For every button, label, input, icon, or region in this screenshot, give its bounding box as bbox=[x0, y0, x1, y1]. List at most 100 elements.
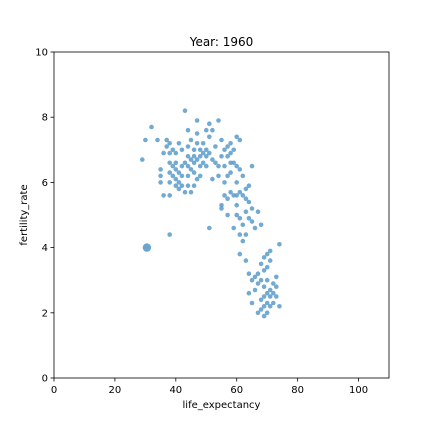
data-point bbox=[140, 157, 145, 162]
data-point bbox=[243, 209, 249, 214]
data-point bbox=[246, 290, 252, 296]
data-point bbox=[179, 147, 185, 153]
data-point bbox=[267, 294, 273, 299]
data-point bbox=[240, 238, 246, 244]
y-axis-ticks: 0 2 4 6 8 10 bbox=[35, 48, 54, 385]
data-point bbox=[267, 258, 273, 263]
data-point bbox=[204, 127, 209, 133]
points-layer bbox=[140, 108, 282, 319]
data-point bbox=[176, 180, 182, 185]
data-point bbox=[191, 160, 197, 166]
data-point bbox=[222, 180, 227, 185]
data-point bbox=[194, 141, 200, 146]
data-point bbox=[167, 160, 172, 166]
data-point bbox=[234, 163, 239, 169]
y-tick-label: 4 bbox=[42, 243, 48, 254]
data-point bbox=[258, 297, 264, 303]
data-point bbox=[158, 173, 163, 179]
data-point bbox=[234, 212, 239, 218]
data-point bbox=[210, 157, 215, 162]
data-point bbox=[191, 170, 197, 175]
data-point bbox=[194, 176, 200, 182]
data-point bbox=[228, 150, 233, 156]
data-point bbox=[210, 176, 215, 182]
data-point bbox=[200, 141, 206, 146]
data-point bbox=[170, 163, 176, 169]
data-point bbox=[231, 147, 236, 153]
data-point bbox=[197, 173, 203, 179]
data-point bbox=[173, 183, 179, 188]
data-point bbox=[237, 189, 243, 195]
highlighted-data-point bbox=[142, 243, 152, 252]
data-point bbox=[240, 173, 246, 179]
data-point bbox=[197, 163, 203, 169]
data-point bbox=[185, 127, 191, 133]
data-point bbox=[258, 261, 264, 267]
data-point bbox=[225, 154, 230, 159]
data-point bbox=[207, 225, 212, 231]
data-point bbox=[246, 199, 252, 205]
data-point bbox=[158, 167, 163, 172]
data-point bbox=[243, 232, 249, 237]
data-point bbox=[219, 206, 224, 211]
data-point bbox=[219, 137, 224, 143]
data-point bbox=[219, 202, 224, 208]
data-point bbox=[274, 294, 279, 299]
data-point bbox=[219, 154, 224, 159]
data-point bbox=[188, 189, 194, 195]
x-tick-label: 60 bbox=[230, 385, 243, 396]
data-point bbox=[182, 160, 188, 166]
x-axis-label: life_expectancy bbox=[183, 400, 261, 411]
data-point bbox=[249, 219, 255, 224]
data-point bbox=[185, 154, 191, 159]
data-point bbox=[237, 137, 243, 143]
data-point bbox=[164, 137, 169, 143]
data-point bbox=[197, 147, 203, 153]
chart-title: Year: 1960 bbox=[189, 35, 254, 49]
data-point bbox=[243, 196, 249, 201]
data-point bbox=[185, 173, 191, 179]
data-point bbox=[261, 255, 267, 260]
data-point bbox=[261, 268, 267, 273]
x-axis-ticks: 0 20 40 60 80 100 bbox=[51, 378, 368, 396]
y-tick-label: 8 bbox=[42, 113, 48, 124]
data-point bbox=[234, 193, 239, 198]
data-point bbox=[207, 150, 212, 156]
data-point bbox=[264, 251, 270, 257]
data-point bbox=[240, 193, 246, 198]
data-point bbox=[173, 176, 179, 182]
data-point bbox=[158, 180, 163, 185]
data-point bbox=[149, 124, 154, 130]
data-point bbox=[173, 167, 179, 172]
data-point bbox=[179, 173, 185, 179]
data-point bbox=[252, 225, 258, 231]
data-point bbox=[216, 118, 221, 123]
data-point bbox=[188, 167, 194, 172]
data-point bbox=[161, 150, 166, 156]
data-point bbox=[191, 147, 197, 153]
data-point bbox=[182, 189, 188, 195]
data-point bbox=[264, 300, 270, 306]
data-point bbox=[188, 137, 194, 143]
data-point bbox=[185, 144, 191, 149]
data-point bbox=[249, 277, 255, 283]
data-point bbox=[234, 180, 239, 185]
data-point bbox=[246, 216, 252, 221]
data-point bbox=[249, 300, 255, 306]
data-point bbox=[204, 154, 209, 159]
data-point bbox=[194, 118, 200, 123]
data-point bbox=[213, 160, 218, 166]
data-point bbox=[255, 281, 261, 286]
data-point bbox=[176, 141, 182, 146]
data-point bbox=[237, 216, 243, 221]
data-point bbox=[261, 304, 267, 309]
data-point bbox=[231, 225, 236, 231]
data-point bbox=[234, 202, 239, 208]
data-point bbox=[267, 287, 273, 293]
data-point bbox=[197, 154, 203, 159]
data-point bbox=[243, 258, 249, 263]
data-point bbox=[264, 310, 270, 316]
data-point bbox=[271, 290, 276, 296]
